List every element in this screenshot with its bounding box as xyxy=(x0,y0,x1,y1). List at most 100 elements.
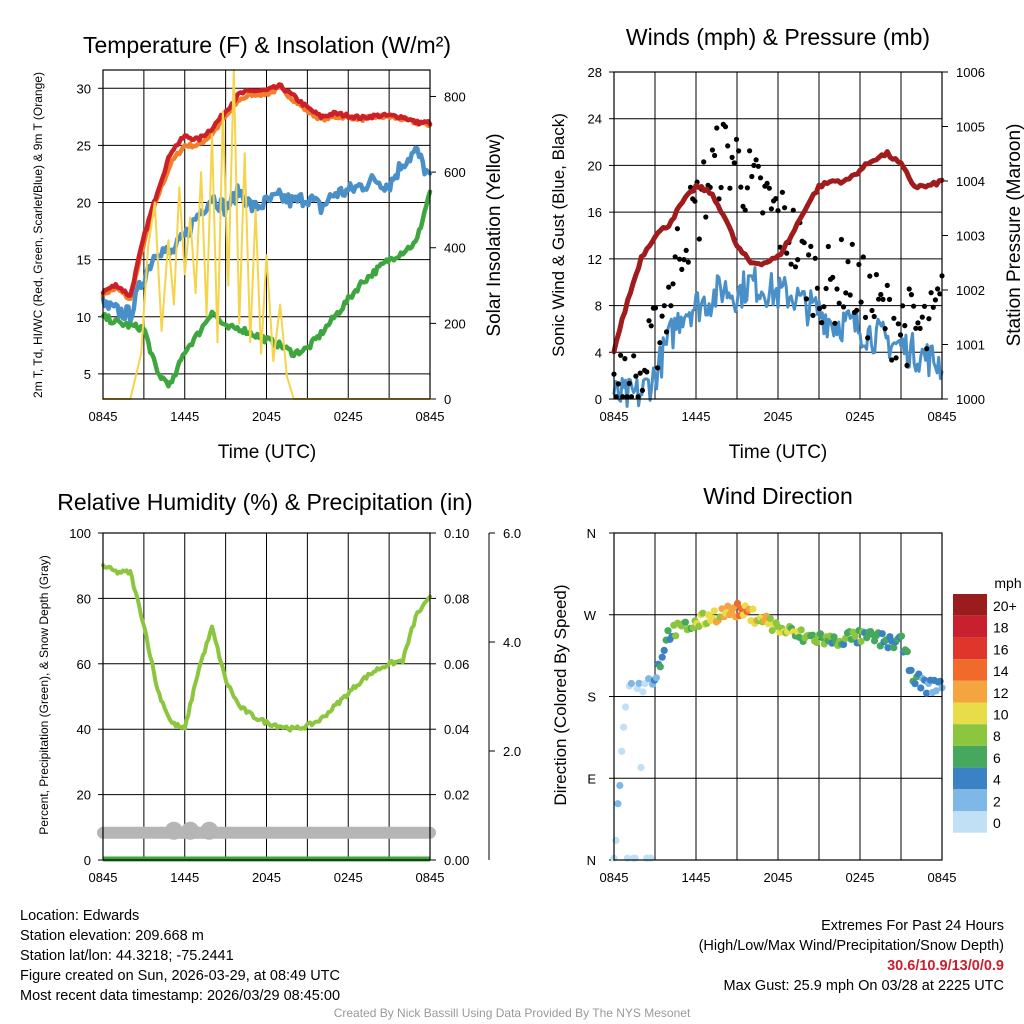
direction-point xyxy=(884,644,892,652)
winds-gust-point xyxy=(725,143,731,149)
winds-gust-point xyxy=(681,257,687,263)
winds-gust-point xyxy=(876,296,882,302)
direction-point xyxy=(890,644,898,652)
humidity-x-tick-label: 2045 xyxy=(252,870,281,885)
winds-gust-point xyxy=(930,304,936,310)
winds-gust-point xyxy=(836,300,842,306)
winds-gust-point xyxy=(637,370,643,376)
direction-point xyxy=(903,648,911,656)
winds-gust-point xyxy=(757,175,764,181)
winds-gust-point xyxy=(849,241,855,247)
winds-gust-point xyxy=(841,304,847,310)
winds-gust-point xyxy=(749,173,755,180)
temperature-y2-tick-label: 200 xyxy=(444,316,466,331)
legend-swatch xyxy=(953,594,987,616)
humidity-y-tick-label: 60 xyxy=(77,657,91,672)
winds-gust-point xyxy=(854,307,860,313)
humidity-y3-tick-label: 2.0 xyxy=(503,744,521,759)
direction-point xyxy=(622,703,630,711)
winds-gust-point xyxy=(683,247,689,253)
winds-series-pressure xyxy=(611,149,945,355)
legend-label: 12 xyxy=(993,685,1009,701)
humidity-y-tick-label: 0 xyxy=(84,853,91,868)
winds-gust-point xyxy=(663,329,670,335)
direction-point xyxy=(614,800,622,808)
direction-point xyxy=(681,618,690,626)
winds-gust-point xyxy=(825,243,831,250)
winds-gust-point xyxy=(819,320,825,326)
direction-x-tick-label: 0845 xyxy=(600,870,629,885)
winds-y-tick-label: 24 xyxy=(588,112,602,127)
direction-point xyxy=(612,836,620,845)
temperature-y-tick-label: 30 xyxy=(77,81,91,96)
direction-point xyxy=(699,609,707,617)
direction-point xyxy=(813,638,821,647)
direction-frame xyxy=(613,532,943,861)
legend-swatch xyxy=(953,702,987,725)
direction-point xyxy=(897,632,906,640)
panel-temperature: Temperature (F) & Insolation (W/m²) 5 10 15… xyxy=(31,32,505,463)
direction-point xyxy=(863,634,871,642)
winds-gust-point xyxy=(926,316,932,322)
winds-gust-point xyxy=(845,259,851,265)
temperature-x-tick-label: 0845 xyxy=(89,409,118,424)
humidity-y2-tick-label: 0.06 xyxy=(444,657,469,672)
direction-point xyxy=(710,607,718,615)
winds-gust-point xyxy=(714,125,720,131)
temperature-x-tick-label: 0245 xyxy=(334,409,363,424)
winds-gust-point xyxy=(655,365,661,371)
winds-gust-point xyxy=(755,163,761,169)
extremes-values: 30.6/10.9/13/0/0.9 xyxy=(887,958,1004,974)
winds-gust-point xyxy=(897,332,904,338)
winds-gust-point xyxy=(760,210,766,216)
winds-gust-point xyxy=(788,261,794,267)
winds-gust-point xyxy=(790,207,796,213)
direction-point xyxy=(911,680,919,688)
extremes-heading: Extremes For Past 24 Hours xyxy=(821,918,1004,934)
winds-y-tick-label: 20 xyxy=(588,158,602,173)
winds-frame xyxy=(613,71,943,400)
humidity-x-tick-label: 0245 xyxy=(334,870,363,885)
humidity-y-tick-label: 40 xyxy=(77,722,91,737)
direction-x-tick-label: 2045 xyxy=(764,870,793,885)
winds-y2-tick-label: 1000 xyxy=(956,392,985,407)
winds-gust-point xyxy=(806,252,812,258)
winds-gust-point xyxy=(810,312,816,318)
winds-gust-point xyxy=(729,154,735,160)
temperature-y-tick-label: 25 xyxy=(77,138,91,153)
temperature-y2-tick-label: 0 xyxy=(444,392,451,407)
humidity-y-tick-label: 80 xyxy=(77,591,91,606)
winds-gust-point xyxy=(744,185,751,191)
winds-gust-point xyxy=(622,356,628,362)
winds-gust-point xyxy=(731,160,737,166)
winds-gust-point xyxy=(891,315,897,321)
winds-gust-point xyxy=(834,286,840,292)
winds-gust-point xyxy=(832,320,838,326)
winds-gust-point xyxy=(795,257,801,263)
winds-y-tick-label: 0 xyxy=(595,392,602,407)
winds-gust-point xyxy=(838,236,845,243)
winds-y-tick-label: 12 xyxy=(588,252,602,267)
direction-point xyxy=(932,687,940,695)
legend-swatch xyxy=(953,637,987,660)
winds-gust-point xyxy=(869,307,875,314)
winds-gust-point xyxy=(620,394,626,400)
legend-label: 0 xyxy=(993,815,1001,831)
legend-label: 16 xyxy=(993,641,1009,657)
winds-gust-point xyxy=(738,184,744,190)
temperature-series-solar-insolation xyxy=(102,69,431,400)
winds-gust-point xyxy=(921,303,928,309)
winds-x-tick-label: 0245 xyxy=(846,409,875,424)
direction-point xyxy=(841,634,850,643)
winds-gust-point xyxy=(657,340,663,346)
legend-label: 20+ xyxy=(993,598,1017,614)
temperature-y-tick-label: 5 xyxy=(84,367,91,382)
winds-gust-point xyxy=(865,335,871,341)
temperature-y2-label: Solar Insolation (Yellow) xyxy=(484,133,505,336)
legend-swatch xyxy=(953,745,987,768)
humidity-y2-tick-label: 0.10 xyxy=(444,526,469,541)
winds-gust-point xyxy=(880,296,886,302)
direction-point xyxy=(733,599,742,608)
winds-gust-point xyxy=(902,323,908,329)
temperature-y-tick-label: 15 xyxy=(77,253,91,268)
